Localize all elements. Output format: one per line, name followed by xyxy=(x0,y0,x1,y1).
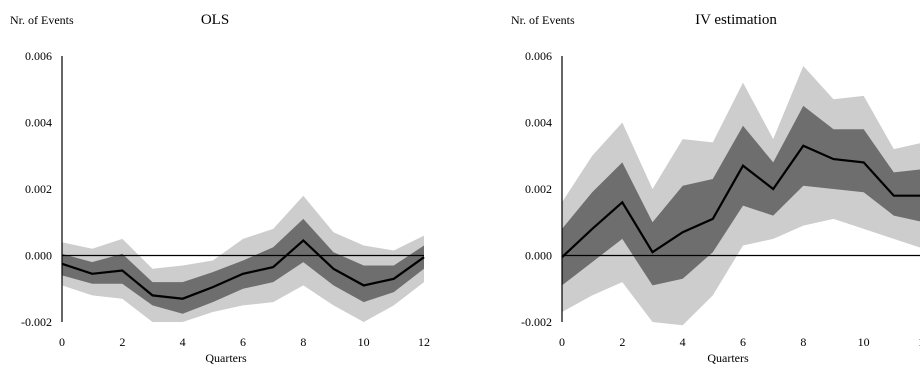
ols-x-tick-label: 2 xyxy=(119,335,125,349)
ols-y-tick-label: -0.002 xyxy=(21,315,52,329)
ols-y-axis-label: Nr. of Events xyxy=(10,13,74,27)
ols-y-tick-label: 0.004 xyxy=(25,116,52,130)
ols-y-tick-label: 0.000 xyxy=(25,249,52,263)
ols-x-tick-label: 10 xyxy=(358,335,370,349)
ols-x-tick-label: 12 xyxy=(418,335,430,349)
iv-y-tick-label: 0.002 xyxy=(525,182,552,196)
iv-y-tick-label: 0.004 xyxy=(525,116,552,130)
ols-panel: -0.002 0.000 0.002 0.004 0.006 0 2 4 6 8 10 12 Nr. o… xyxy=(10,12,430,365)
ols-title: OLS xyxy=(201,12,229,28)
iv-panel: -0.002 0.000 0.002 0.004 0.006 0 2 4 6 8 10 12 Nr. o… xyxy=(511,12,920,365)
iv-inner-band xyxy=(562,105,920,286)
ols-x-axis-label: Quarters xyxy=(205,351,247,365)
iv-title: IV estimation xyxy=(695,12,777,28)
iv-y-tick-label: 0.006 xyxy=(525,49,552,63)
iv-x-tick-label: 10 xyxy=(858,335,870,349)
iv-estimate-line xyxy=(561,144,920,259)
ols-x-tick-label: 4 xyxy=(180,335,186,349)
ols-inner-band xyxy=(62,218,424,314)
iv-x-tick-label: 8 xyxy=(800,335,806,349)
ols-estimate-line xyxy=(61,239,425,300)
iv-x-tick-label: 2 xyxy=(619,335,625,349)
iv-y-tick-label: -0.002 xyxy=(521,315,552,329)
ols-x-tick-label: 6 xyxy=(240,335,246,349)
iv-x-tick-label: 12 xyxy=(918,335,920,349)
iv-y-tick-label: 0.000 xyxy=(525,249,552,263)
iv-x-tick-label: 0 xyxy=(559,335,565,349)
ols-y-tick-label: 0.006 xyxy=(25,49,52,63)
iv-x-tick-label: 6 xyxy=(740,335,746,349)
iv-y-axis-label: Nr. of Events xyxy=(511,13,575,27)
iv-x-tick-label: 4 xyxy=(680,335,686,349)
ols-y-tick-label: 0.002 xyxy=(25,182,52,196)
iv-x-axis-label: Quarters xyxy=(707,351,749,365)
ols-x-tick-label: 0 xyxy=(59,335,65,349)
ols-x-tick-label: 8 xyxy=(300,335,306,349)
